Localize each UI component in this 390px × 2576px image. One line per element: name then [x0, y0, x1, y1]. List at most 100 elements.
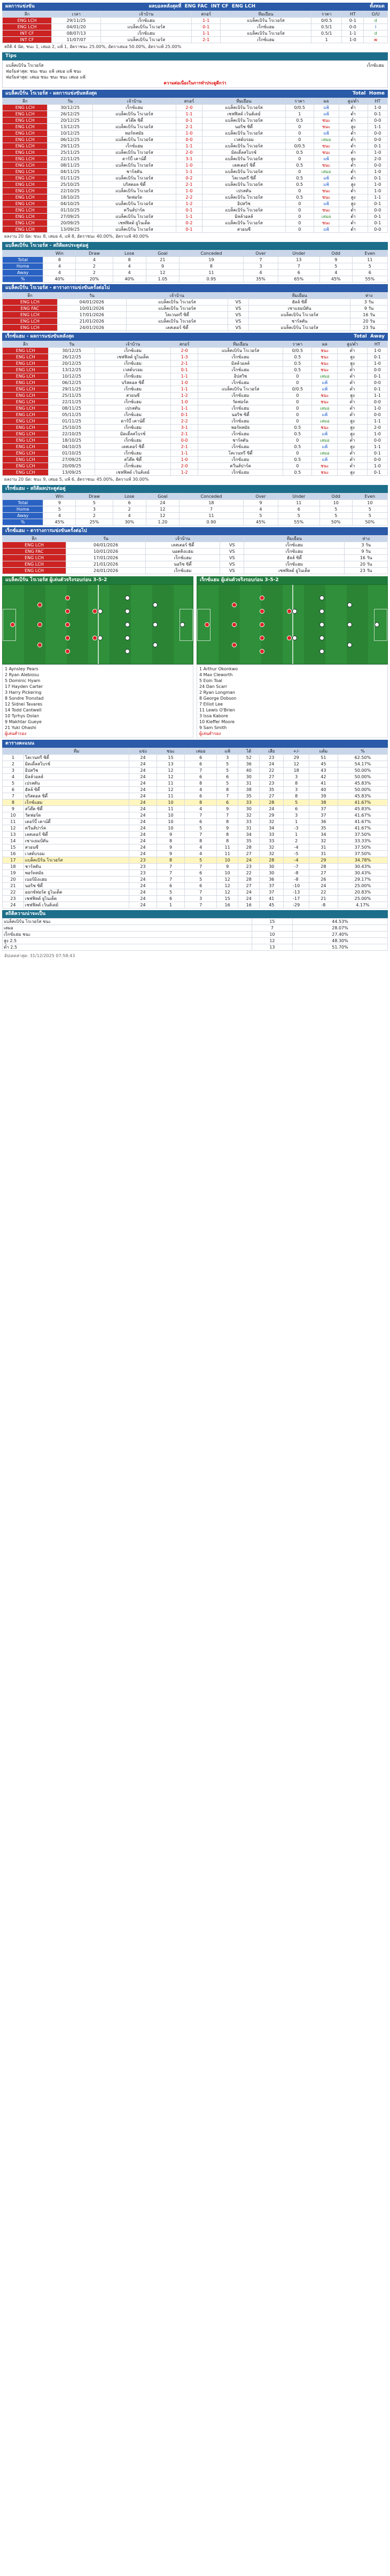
recent-row[interactable]: ENG LCH 20/09/25 เร็กซ์แฮม 2-0 ควีนส์ปาร์ค 0 ช…	[2, 463, 388, 469]
stats-row: Home 4 2 4 9 8 3 7 5 5	[2, 263, 388, 270]
recent-row[interactable]: ENG LCH 20/12/25 เร็กซ์แฮม 2-1 มิลล์วอลล์ 0.5…	[2, 360, 388, 367]
recent-row[interactable]: ENG LCH 04/11/25 ชาร์ลตัน 1-1 แบล็คเบิร์น โร…	[2, 168, 388, 175]
recent-row[interactable]: ENG LCH 25/11/25 แบล็คเบิร์น โรเวอร์ส 2-0 มิ…	[2, 149, 388, 156]
col-standings-2: แข่ง	[129, 748, 157, 755]
standings-row[interactable]: 11 เดอร์บี้ เคาน์ตี้ 24 10 6 8 33 32 1 36 41.67%	[2, 818, 388, 825]
standings-row[interactable]: 1 โคเวนทรี ซิตี้ 24 15 6 3 52 23 29 51 62.50%	[2, 754, 388, 761]
h2h-row[interactable]: ENG LCH 29/11/25 เร็กซ์แฮม 1-1 แบล็คเบิร์น โ…	[2, 17, 388, 24]
recent-row[interactable]: ENG LCH 22/11/25 ดาร์บี้ เคาน์ตี้ 3-1 แบล็คเ…	[2, 155, 388, 162]
standings-row[interactable]: 19 พอร์ทสมัธ 23 7 6 10 22 30 -8 27 30.43%	[2, 870, 388, 876]
recent-row[interactable]: ENG LCH 01/10/25 ควีนส์ปาร์ค 0-1 แบล็คเบิร์น…	[2, 207, 388, 214]
upcoming-row[interactable]: ENG FAC 10/01/2026 นอตติงแฮม VS เร็กซ์แฮม 9 ว…	[2, 548, 388, 555]
standings-row[interactable]: 21 นอริช ซิตี้ 24 6 6 12 27 37 -10 24 25.00%	[2, 882, 388, 889]
standings-row[interactable]: 10 วัตฟอร์ด 24 10 7 7 32 29 3 37 41.67%	[2, 812, 388, 819]
standings-row[interactable]: 5 เปรสตัน 24 11 8 5 31 23 8 41 45.83%	[2, 780, 388, 787]
recent-row[interactable]: ENG LCH 13/09/25 แบล็คเบิร์น โรเวอร์ส 0-1 สว…	[2, 226, 388, 233]
upcoming-row[interactable]: ENG LCH 17/01/2026 เร็กซ์แฮม VS ฮัลล์ ซิตี้ 1…	[2, 554, 388, 561]
recent-row[interactable]: ENG LCH 30/12/25 เร็กซ์แฮม 2-0 แบล็คเบิร์น โ…	[2, 347, 388, 354]
recent-row[interactable]: ENG LCH 29/11/25 เร็กซ์แฮม 1-1 แบล็คเบิร์น โ…	[2, 143, 388, 150]
recent-row[interactable]: ENG LCH 06/12/25 บริสตอล ซิตี้ 1-0 เร็กซ์แฮม…	[2, 379, 388, 386]
upcoming-row[interactable]: ENG LCH 21/01/2026 นอริช ซิตี้ VS เร็กซ์แฮม 2…	[2, 561, 388, 568]
tab-total-away[interactable]: Total	[354, 334, 367, 339]
upcoming-row[interactable]: ENG LCH 24/01/2026 เลสเตอร์ ซิตี้ VS แบล็คเบ…	[2, 324, 388, 331]
recent-row[interactable]: ENG LCH 04/10/25 เลสเตอร์ ซิตี้ 2-1 เร็กซ์แฮ…	[2, 443, 388, 450]
standings-row[interactable]: 3 อิปสวิช 24 12 7 5 40 22 18 43 50.00%	[2, 767, 388, 774]
standings-row[interactable]: 14 เซาแธมป์ตัน 24 8 8 8 35 33 2 32 33.33%	[2, 837, 388, 844]
recent-row[interactable]: ENG LCH 22/10/25 แบล็คเบิร์น โรเวอร์ส 1-0 เป…	[2, 187, 388, 194]
header-right-label[interactable]: ทั้งหมด	[369, 4, 385, 9]
standings-row[interactable]: 15 สวอนซี 24 9 4 11 28 32 -4 31 37.50%	[2, 844, 388, 851]
standings-row[interactable]: 4 มิลล์วอลล์ 24 12 6 6 30 27 3 42 50.00%	[2, 773, 388, 780]
tab-home-home[interactable]: Home	[369, 91, 385, 96]
standings-row[interactable]: 22 ออกซ์ฟอร์ด ยูไนเต็ด 24 5 7 12 24 37 -13 22 20.8…	[2, 889, 388, 896]
recent-row[interactable]: ENG LCH 10/12/25 พอร์ทสมัธ 1-0 แบล็คเบิร์น โ…	[2, 130, 388, 137]
recent-row[interactable]: ENG LCH 08/11/25 แบล็คเบิร์น โรเวอร์ส 1-0 เล…	[2, 162, 388, 169]
upcoming-row[interactable]: ENG LCH 17/01/2026 โคเวนทรี ซิตี้ VS แบล็คเบ…	[2, 311, 388, 318]
standings-row[interactable]: 18 ชาร์ลตัน 23 7 7 9 23 30 -7 28 30.43%	[2, 863, 388, 870]
tab-away-away[interactable]: Away	[370, 334, 385, 339]
lineup-player: 3 Issa Kabore	[199, 714, 228, 718]
days-gap: 23 วัน	[350, 324, 388, 331]
filter-eng-lch[interactable]: ENG LCH	[231, 4, 255, 9]
recent-row[interactable]: ENG LCH 22/11/25 เร็กซ์แฮม 1-0 วัตฟอร์ด 0 ชนะต…	[2, 398, 388, 405]
over-under: ต่ำ	[338, 175, 368, 182]
upcoming-row[interactable]: ENG LCH 24/01/2026 เร็กซ์แฮม VS เชฟฟิลด์ ยูไ…	[2, 567, 388, 574]
standings-row[interactable]: 23 เชฟฟิลด์ ยูไนเต็ด 24 6 3 15 24 41 -17 21 25.00%	[2, 895, 388, 902]
recent-row[interactable]: ENG LCH 26/12/25 แบล็คเบิร์น โรเวอร์ส 1-1 เช…	[2, 111, 388, 118]
recent-row[interactable]: ENG LCH 01/10/25 เร็กซ์แฮม 1-1 โคเวนทรี ซิตี…	[2, 450, 388, 457]
standings-row[interactable]: 9 สโต๊ค ซิตี้ 24 11 4 9 30 24 6 37 45.83%	[2, 805, 388, 812]
filter-int-cf[interactable]: INT CF	[210, 4, 229, 9]
tab-total-home[interactable]: Total	[352, 91, 366, 96]
goals-for: 30	[238, 773, 260, 780]
recent-row[interactable]: ENG LCH 13/12/25 เวสต์บรอม 0-1 เร็กซ์แฮม 0.5 ช…	[2, 366, 388, 373]
recent-row[interactable]: ENG LCH 25/11/25 สวอนซี 1-2 เร็กซ์แฮม 0 ชนะ สูง…	[2, 392, 388, 399]
draws: 7	[184, 863, 217, 870]
standings-row[interactable]: 17 แบล็คเบิร์น โรเวอร์ส 23 8 5 10 24 28 -4 29 34.7…	[2, 857, 388, 864]
recent-row[interactable]: ENG LCH 29/11/25 เร็กซ์แฮม 1-1 แบล็คเบิร์น โ…	[2, 386, 388, 393]
standings-row[interactable]: 8 เร็กซ์แฮม 24 10 8 6 33 28 5 38 41.67%	[2, 799, 388, 806]
upcoming-row[interactable]: ENG LCH 04/01/2026 เลสเตอร์ ซิตี้ VS เร็กซ์แ…	[2, 542, 388, 549]
recent-row[interactable]: ENG LCH 05/11/25 เร็กซ์แฮม 0-1 นอริช ซิตี้ 0 แ…	[2, 411, 388, 418]
recent-row[interactable]: ENG LCH 27/09/25 สโต๊ค ซิตี้ 1-0 เร็กซ์แฮม 0.…	[2, 456, 388, 463]
recent-row[interactable]: ENG LCH 01/11/25 แบล็คเบิร์น โรเวอร์ส 0-2 โค…	[2, 175, 388, 182]
match-odds: 0	[283, 418, 313, 425]
recent-row[interactable]: ENG LCH 30/12/25 เร็กซ์แฮม 2-0 แบล็คเบิร์น โ…	[2, 104, 388, 111]
h2h-row[interactable]: INT CF 08/07/13 เร็กซ์แฮม 1-1 แบล็คเบิร์น โร…	[2, 30, 388, 37]
recent-row[interactable]: ENG LCH 04/10/25 แบล็คเบิร์น โรเวอร์ส 1-2 อิ…	[2, 200, 388, 207]
recent-row[interactable]: ENG LCH 25/10/25 บริสตอล ซิตี้ 2-1 แบล็คเบิร…	[2, 181, 388, 188]
filter-eng-fac[interactable]: ENG FAC	[184, 4, 208, 9]
goals-against: 28	[259, 857, 284, 864]
recent-row[interactable]: ENG LCH 18/10/25 เร็กซ์แฮม 0-0 ชาร์ลตัน 0 เสมอ…	[2, 437, 388, 444]
recent-row[interactable]: ENG LCH 01/11/25 ดาร์บี้ เคาน์ตี้ 2-2 เร็กซ์…	[2, 418, 388, 425]
standings-row[interactable]: 7 บริสตอล ซิตี้ 24 11 6 7 35 27 8 39 45.83%	[2, 793, 388, 800]
standings-row[interactable]: 20 เบอร์มิงแฮม 24 7 5 12 28 36 -8 26 29.17%	[2, 876, 388, 883]
h2h-row[interactable]: ENG LCH 04/01/20 แบล็คเบิร์น โรเวอร์ส 0-1 เร…	[2, 24, 388, 30]
standings-row[interactable]: 12 ควีนส์ปาร์ค 24 10 5 9 31 34 -3 35 41.67%	[2, 825, 388, 832]
recent-row[interactable]: ENG LCH 26/12/25 เชฟฟิลด์ ยูไนเต็ด 1-3 เร็กซ…	[2, 354, 388, 361]
standings-row[interactable]: 6 ฮัลล์ ซิตี้ 24 12 4 8 38 35 3 40 50.00%	[2, 786, 388, 793]
col-upcoming-3	[227, 292, 249, 299]
recent-row[interactable]: ENG LCH 20/09/25 เชฟฟิลด์ ยูไนเต็ด 0-2 แบล็ค…	[2, 220, 388, 226]
league-badge: ENG LCH	[2, 24, 52, 30]
recent-row[interactable]: ENG LCH 27/09/25 แบล็คเบิร์น โรเวอร์ส 1-1 มิ…	[2, 213, 388, 220]
h2h-row[interactable]: INT CF 11/07/07 แบล็คเบิร์น โรเวอร์ส 2-1 เร็…	[2, 36, 388, 43]
recent-row[interactable]: ENG LCH 20/12/25 สโต๊ค ซิตี้ 0-1 แบล็คเบิร์น…	[2, 117, 388, 124]
upcoming-row[interactable]: ENG FAC 10/01/2026 แบล็คเบิร์น โรเวอร์ส VS เ…	[2, 305, 388, 312]
standings-row[interactable]: 2 มิดเดิ้ลสโบรช์ 24 13 6 5 36 24 12 45 54.17%	[2, 761, 388, 768]
halfway-line	[98, 585, 99, 664]
recent-row[interactable]: ENG LCH 10/12/25 เร็กซ์แฮม 1-1 อิปสวิช 0 เสมอต…	[2, 373, 388, 380]
upcoming-row[interactable]: ENG LCH 21/01/2026 แบล็คเบิร์น โรเวอร์ส VS ช…	[2, 318, 388, 325]
recent-row[interactable]: ENG LCH 06/12/25 แบล็คเบิร์น โรเวอร์ส 0-0 เว…	[2, 136, 388, 143]
prob-percent: 51.70%	[292, 944, 388, 951]
recent-row[interactable]: ENG LCH 25/10/25 เร็กซ์แฮม 3-1 พอร์ทสมัธ 0.5 ช…	[2, 424, 388, 431]
goal-diff: 18	[283, 767, 309, 774]
recent-row[interactable]: ENG LCH 18/10/25 วัตฟอร์ด 2-2 แบล็คเบิร์น โร…	[2, 194, 388, 201]
recent-row[interactable]: ENG LCH 08/11/25 เปรสตัน 1-1 เร็กซ์แฮม 0 เสมอต…	[2, 405, 388, 412]
standings-row[interactable]: 16 เวสต์บรอม 24 9 4 11 27 32 -5 31 37.50%	[2, 850, 388, 857]
recent-row[interactable]: ENG LCH 22/10/25 มิดเดิ้ลสโบรช์ 2-1 เร็กซ์แฮ…	[2, 430, 388, 437]
upcoming-row[interactable]: ENG LCH 04/01/2026 แบล็คเบิร์น โรเวอร์ส VS ฮ…	[2, 299, 388, 306]
standings-row[interactable]: 24 เชฟฟิลด์ เว้นส์เดย์ 24 1 7 16 16 45 -29 -8 4.17…	[2, 902, 388, 909]
recent-row[interactable]: ENG LCH 13/12/25 แบล็คเบิร์น โรเวอร์ส 2-1 นอ…	[2, 123, 388, 130]
recent-row[interactable]: ENG LCH 13/09/25 เชฟฟิลด์ เว้นส์เดย์ 1-2 เร็…	[2, 469, 388, 476]
standings-row[interactable]: 13 เลสเตอร์ ซิตี้ 24 9 7 8 34 33 1 34 37.50%	[2, 831, 388, 838]
